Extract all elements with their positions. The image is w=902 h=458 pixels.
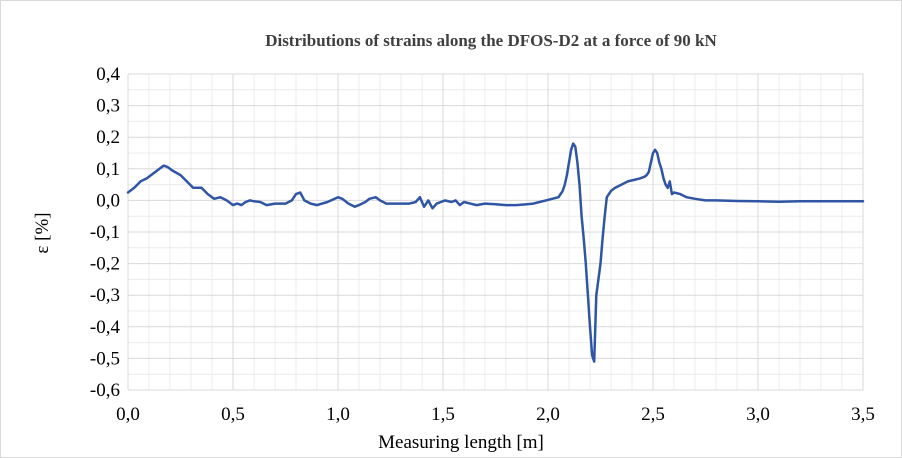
y-tick-label: -0,1 [90,222,120,243]
y-tick-label: -0,6 [90,380,120,401]
y-tick-label: 0,1 [96,159,120,180]
x-tick-label: 3,0 [746,404,770,425]
major-grid [127,73,864,391]
x-tick-label: 1,0 [326,404,350,425]
y-tick-label: -0,3 [90,285,120,306]
y-tick-label: 0,4 [96,64,120,85]
x-tick-label: 0,0 [116,404,140,425]
y-tick-label: -0,5 [90,348,120,369]
x-tick-label: 3,5 [851,404,875,425]
chart-title: Distributions of strains along the DFOS-… [265,31,717,50]
x-tick-label: 2,0 [536,404,560,425]
x-tick-label: 1,5 [431,404,455,425]
y-tick-label: 0,0 [96,190,120,211]
y-tick-label: 0,2 [96,127,120,148]
series-line [126,142,865,363]
series-group [126,142,865,363]
y-tick-labels: 0,4 0,3 0,2 0,1 0,0 -0,1 -0,2 -0,3 -0,4 -0,5 -0,6 [90,64,121,401]
x-tick-labels: 0,0 0,5 1,0 1,5 2,0 2,5 3,0 3,5 [116,404,875,425]
x-axis-label: Measuring length [m] [378,432,544,453]
y-tick-label: -0,4 [90,317,121,338]
x-tick-label: 2,5 [641,404,665,425]
y-axis-label: ε [%] [32,212,53,253]
y-tick-label: -0,2 [90,254,120,275]
x-tick-label: 0,5 [221,404,245,425]
y-tick-label: 0,3 [96,96,120,117]
